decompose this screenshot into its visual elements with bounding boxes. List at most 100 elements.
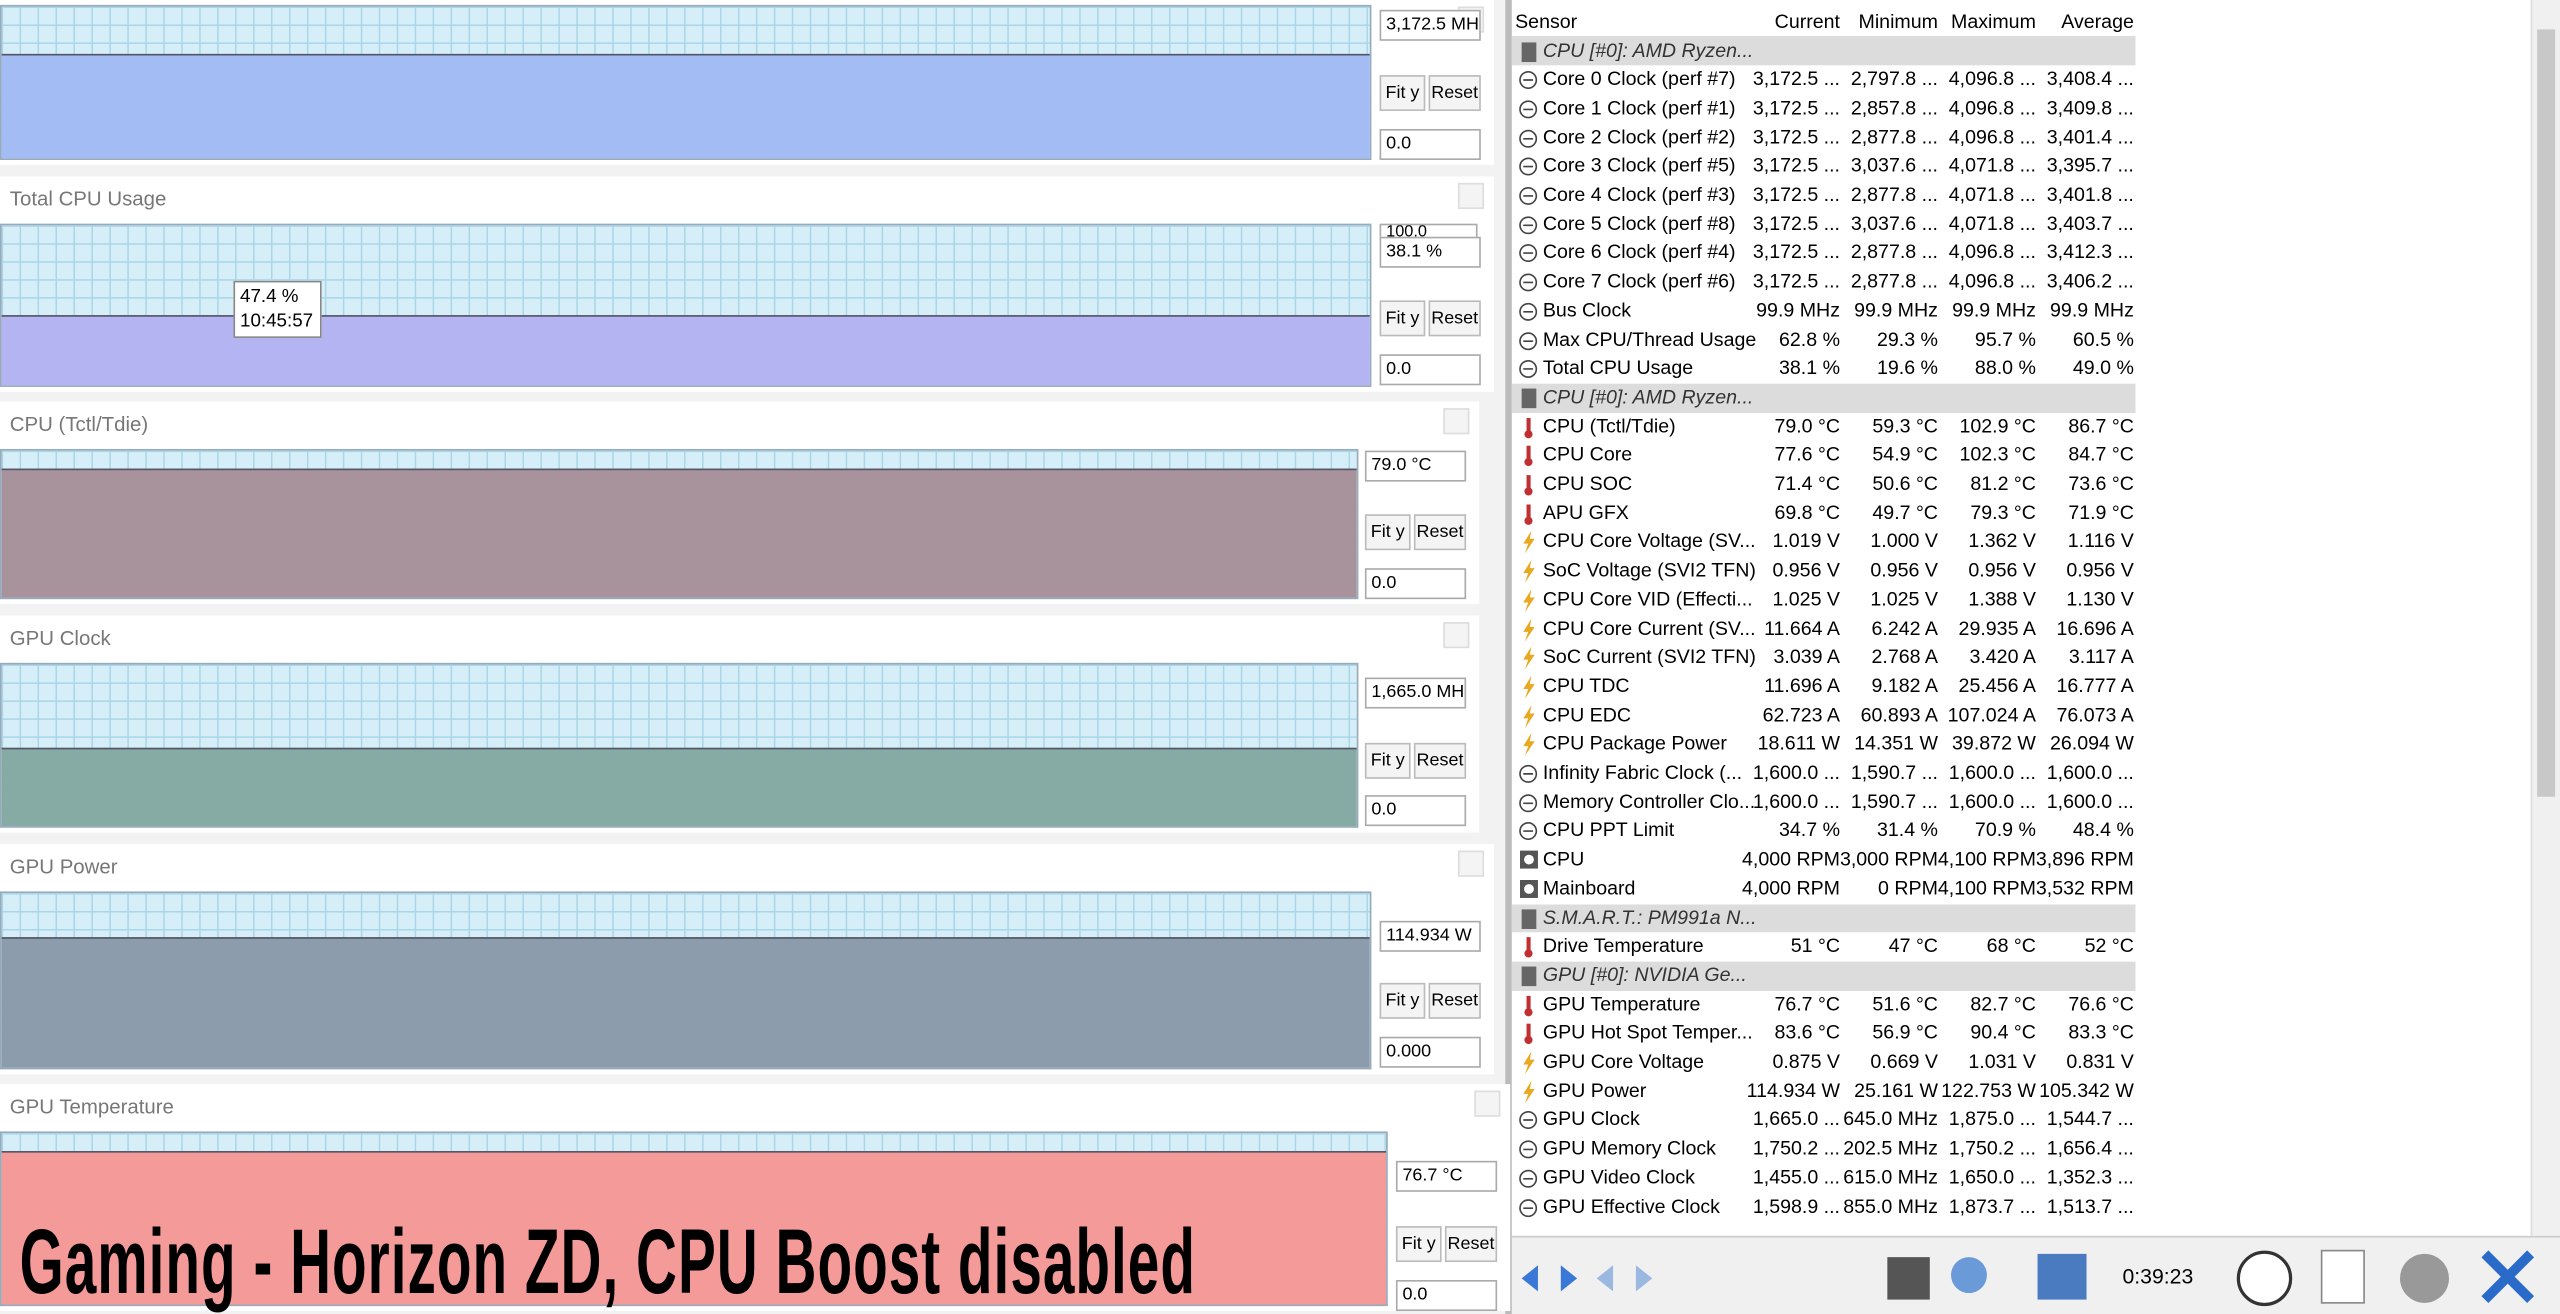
fit-y-button[interactable]: Fit y bbox=[1379, 300, 1426, 337]
reset-button[interactable]: Reset bbox=[1413, 514, 1467, 551]
sensor-row[interactable]: CPU Package Power 18.611 W 14.351 W 39.872 … bbox=[1512, 730, 2136, 759]
sensor-row[interactable]: GPU Hot Spot Temper... 83.6 °C 56.9 °C 90.4… bbox=[1512, 1019, 2136, 1048]
sensor-icon bbox=[1519, 360, 1538, 379]
sensor-row[interactable]: Core 6 Clock (perf #4) 3,172.5 ... 2,877.8… bbox=[1512, 239, 2136, 268]
min-value: 0.0 bbox=[1395, 1280, 1498, 1312]
sensor-row[interactable]: Core 0 Clock (perf #7) 3,172.5 ... 2,797.8… bbox=[1512, 66, 2136, 95]
group-row[interactable]: CPU [#0]: AMD Ryzen... bbox=[1511, 36, 2136, 66]
sensor-row[interactable]: GPU Clock 1,665.0 ... 645.0 MHz 1,875.0 ...… bbox=[1512, 1106, 2136, 1135]
fit-y-button[interactable]: Fit y bbox=[1379, 75, 1426, 112]
sensor-row[interactable]: SoC Current (SVI2 TFN) 3.039 A 2.768 A 3.42… bbox=[1512, 644, 2136, 673]
sensor-value: 76.7 °C bbox=[1774, 991, 1841, 1015]
sensor-row[interactable]: Core 3 Clock (perf #5) 3,172.5 ... 3,037.6… bbox=[1512, 152, 2136, 181]
sensor-value: 2.768 A bbox=[1871, 645, 1938, 669]
sensor-label: CPU Core VID (Effecti... bbox=[1542, 587, 1753, 611]
sensor-row[interactable]: CPU Core 77.6 °C 54.9 °C 102.3 °C 84.7 °C bbox=[1512, 441, 2136, 470]
sensor-row[interactable]: Infinity Fabric Clock (... 1,600.0 ... 1,5… bbox=[1512, 759, 2136, 788]
sensor-row[interactable]: CPU SOC 71.4 °C 50.6 °C 81.2 °C 73.6 °C bbox=[1512, 470, 2136, 499]
sensor-row[interactable]: CPU Core Voltage (SV... 1.019 V 1.000 V 1.3… bbox=[1512, 528, 2136, 557]
sensor-value: 1,873.7 ... bbox=[1948, 1194, 2036, 1218]
sensor-row[interactable]: Core 5 Clock (perf #8) 3,172.5 ... 3,037.6… bbox=[1512, 210, 2136, 239]
sensor-value: 1.116 V bbox=[2067, 529, 2134, 553]
clock-icon[interactable] bbox=[2236, 1250, 2293, 1307]
network-icon[interactable] bbox=[2037, 1253, 2087, 1300]
reset-button[interactable]: Reset bbox=[1444, 1226, 1498, 1263]
min-value: 0.0 bbox=[1379, 128, 1481, 160]
group-row[interactable]: S.M.A.R.T.: PM991a N... bbox=[1511, 903, 2136, 933]
sensor-row[interactable]: Bus Clock 99.9 MHz 99.9 MHz 99.9 MHz 99.9 MH… bbox=[1512, 297, 2136, 326]
sensor-value: 3,037.6 ... bbox=[1850, 211, 1938, 235]
sensor-icon bbox=[1523, 589, 1535, 612]
sensor-row[interactable]: GPU Power 114.934 W 25.161 W 122.753 W 105.3… bbox=[1512, 1077, 2136, 1106]
min-value: 0.000 bbox=[1379, 1036, 1481, 1068]
sensor-row[interactable]: CPU TDC 11.696 A 9.182 A 25.456 A 16.777 A bbox=[1512, 672, 2136, 701]
sensor-row[interactable]: Mainboard 4,000 RPM 0 RPM 4,100 RPM 3,532 RP… bbox=[1512, 875, 2136, 904]
sensor-row[interactable]: GPU Temperature 76.7 °C 51.6 °C 82.7 °C 76.6… bbox=[1512, 990, 2136, 1019]
sensor-row[interactable]: GPU Core Voltage 0.875 V 0.669 V 1.031 V 0.8… bbox=[1512, 1048, 2136, 1077]
sensor-row[interactable]: Core 2 Clock (perf #2) 3,172.5 ... 2,877.8… bbox=[1512, 123, 2136, 152]
sensor-row[interactable]: CPU Core Current (SV... 11.664 A 6.242 A 29… bbox=[1512, 615, 2136, 644]
sensor-value: 16.696 A bbox=[2056, 616, 2134, 640]
sensor-value: 71.9 °C bbox=[2068, 500, 2134, 524]
sensor-row[interactable]: Core 7 Clock (perf #6) 3,172.5 ... 2,877.8… bbox=[1512, 268, 2136, 297]
sensor-row[interactable]: Drive Temperature 51 °C 47 °C 68 °C 52 °C bbox=[1512, 933, 2136, 962]
sensor-row[interactable]: Total CPU Usage 38.1 % 19.6 % 88.0 % 49.0 % bbox=[1512, 355, 2136, 384]
sensor-value: 19.6 % bbox=[1876, 356, 1938, 380]
fit-y-button[interactable]: Fit y bbox=[1364, 742, 1411, 779]
sensor-row[interactable]: Memory Controller Clo... 1,600.0 ... 1,590… bbox=[1512, 788, 2136, 817]
graph-title: Total CPU Usage bbox=[9, 187, 167, 211]
reset-button[interactable]: Reset bbox=[1428, 982, 1481, 1019]
group-row[interactable]: GPU [#0]: NVIDIA Ge... bbox=[1511, 961, 2136, 991]
close-button[interactable] bbox=[1474, 1090, 1501, 1117]
fit-y-button[interactable]: Fit y bbox=[1379, 982, 1426, 1019]
scrollbar[interactable] bbox=[2530, 0, 2560, 1236]
close-button[interactable] bbox=[1443, 408, 1470, 435]
scroll-thumb[interactable] bbox=[2537, 29, 2556, 797]
sensor-value: 9.182 A bbox=[1871, 674, 1938, 697]
sensor-row[interactable]: CPU EDC 62.723 A 60.893 A 107.024 A 76.073 A bbox=[1512, 701, 2136, 730]
fan-icon[interactable] bbox=[1887, 1257, 1930, 1300]
sensor-label: Core 4 Clock (perf #3) bbox=[1542, 182, 1736, 206]
sensor-value: 3,408.4 ... bbox=[2046, 67, 2134, 91]
close-button[interactable] bbox=[1457, 182, 1485, 209]
sensor-label: Core 5 Clock (perf #8) bbox=[1542, 211, 1736, 235]
report-icon[interactable] bbox=[2320, 1249, 2365, 1304]
sensor-icon bbox=[1524, 1024, 1533, 1045]
sensor-row[interactable]: Core 1 Clock (perf #1) 3,172.5 ... 2,857.8… bbox=[1512, 95, 2136, 124]
sensor-value: 1,544.7 ... bbox=[2046, 1107, 2134, 1131]
sensor-row[interactable]: CPU (Tctl/Tdie) 79.0 °C 59.3 °C 102.9 °C 86.… bbox=[1512, 412, 2136, 441]
sensor-row[interactable]: Max CPU/Thread Usage 62.8 % 29.3 % 95.7 % 60… bbox=[1512, 326, 2136, 355]
sensor-row[interactable]: CPU Core VID (Effecti... 1.025 V 1.025 V 1.… bbox=[1512, 586, 2136, 615]
fit-y-button[interactable]: Fit y bbox=[1364, 514, 1411, 551]
search-icon[interactable] bbox=[1951, 1257, 1987, 1294]
sensor-row[interactable]: GPU Memory Clock 1,750.2 ... 202.5 MHz 1,75… bbox=[1512, 1135, 2136, 1164]
nav-arrows[interactable] bbox=[1521, 1265, 1653, 1292]
group-row[interactable]: CPU [#0]: AMD Ryzen... bbox=[1511, 383, 2136, 413]
sensor-value: 1,352.3 ... bbox=[2046, 1165, 2134, 1189]
sensor-label: Infinity Fabric Clock (... bbox=[1542, 760, 1743, 784]
sensor-value: 76.6 °C bbox=[2068, 991, 2134, 1015]
reset-button[interactable]: Reset bbox=[1413, 742, 1467, 779]
sensor-row[interactable]: CPU 4,000 RPM 3,000 RPM 4,100 RPM 3,896 RPM bbox=[1512, 846, 2136, 875]
sensor-icon bbox=[1519, 302, 1538, 321]
close-icon[interactable] bbox=[2481, 1250, 2535, 1304]
sensor-row[interactable]: CPU PPT Limit 34.7 % 31.4 % 70.9 % 48.4 % bbox=[1512, 817, 2136, 846]
fit-y-button[interactable]: Fit y bbox=[1395, 1226, 1442, 1263]
sensor-value: 3,172.5 ... bbox=[1752, 125, 1841, 148]
sensor-value: 1,600.0 ... bbox=[1752, 760, 1841, 784]
sensor-label: CPU [#0]: AMD Ryzen... bbox=[1542, 385, 1754, 408]
close-button[interactable] bbox=[1443, 622, 1470, 649]
reset-button[interactable]: Reset bbox=[1428, 75, 1481, 112]
sensor-row[interactable]: GPU Effective Clock 1,598.9 ... 855.0 MHz 1… bbox=[1512, 1193, 2136, 1222]
sensor-row[interactable]: Core 4 Clock (perf #3) 3,172.5 ... 2,877.8… bbox=[1512, 181, 2136, 210]
reset-button[interactable]: Reset bbox=[1428, 300, 1481, 337]
sensor-value: 62.8 % bbox=[1779, 327, 1841, 351]
sensor-value: 99.9 MHz bbox=[1756, 298, 1841, 322]
settings-icon[interactable] bbox=[2400, 1253, 2449, 1303]
sensor-value: 49.0 % bbox=[2072, 356, 2134, 380]
sensor-row[interactable]: SoC Voltage (SVI2 TFN) 0.956 V 0.956 V 0.95… bbox=[1512, 557, 2136, 586]
sensor-label: S.M.A.R.T.: PM991a N... bbox=[1542, 905, 1757, 929]
sensor-row[interactable]: APU GFX 69.8 °C 49.7 °C 79.3 °C 71.9 °C bbox=[1512, 499, 2136, 528]
sensor-row[interactable]: GPU Video Clock 1,455.0 ... 615.0 MHz 1,650… bbox=[1512, 1164, 2136, 1193]
close-button[interactable] bbox=[1457, 850, 1485, 877]
